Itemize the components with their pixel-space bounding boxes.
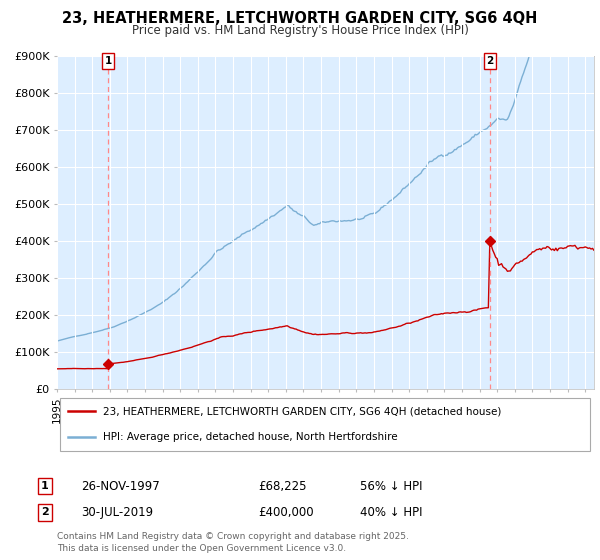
Text: HPI: Average price, detached house, North Hertfordshire: HPI: Average price, detached house, Nort… xyxy=(103,432,397,442)
Text: Price paid vs. HM Land Registry's House Price Index (HPI): Price paid vs. HM Land Registry's House … xyxy=(131,24,469,36)
Text: £68,225: £68,225 xyxy=(258,479,307,493)
FancyBboxPatch shape xyxy=(59,398,590,451)
Text: 2: 2 xyxy=(486,56,493,66)
Text: 2: 2 xyxy=(41,507,49,517)
Text: 30-JUL-2019: 30-JUL-2019 xyxy=(81,506,153,519)
Text: 23, HEATHERMERE, LETCHWORTH GARDEN CITY, SG6 4QH: 23, HEATHERMERE, LETCHWORTH GARDEN CITY,… xyxy=(62,11,538,26)
Text: 1: 1 xyxy=(104,56,112,66)
Text: 1: 1 xyxy=(41,481,49,491)
Text: 40% ↓ HPI: 40% ↓ HPI xyxy=(360,506,422,519)
Text: £400,000: £400,000 xyxy=(258,506,314,519)
Text: 23, HEATHERMERE, LETCHWORTH GARDEN CITY, SG6 4QH (detached house): 23, HEATHERMERE, LETCHWORTH GARDEN CITY,… xyxy=(103,406,501,416)
Text: Contains HM Land Registry data © Crown copyright and database right 2025.
This d: Contains HM Land Registry data © Crown c… xyxy=(57,533,409,553)
Text: 56% ↓ HPI: 56% ↓ HPI xyxy=(360,479,422,493)
Text: 26-NOV-1997: 26-NOV-1997 xyxy=(81,479,160,493)
